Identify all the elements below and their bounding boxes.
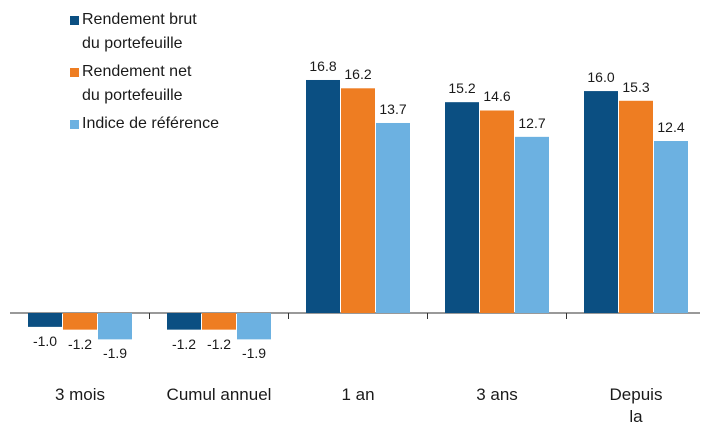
x-tick-label: Depuis la création [606, 385, 666, 431]
value-label: 15.2 [448, 80, 476, 97]
value-label: 12.4 [657, 119, 685, 135]
x-tick-label: 3 ans [476, 385, 518, 404]
legend-swatch [70, 120, 79, 129]
bar [63, 313, 97, 330]
value-label: 16.8 [309, 57, 337, 74]
bar [202, 313, 236, 330]
value-label: -1.2 [171, 335, 197, 352]
bar [619, 100, 653, 313]
bar [28, 313, 62, 327]
bar [98, 313, 132, 340]
bar [376, 122, 410, 313]
value-label: 15.3 [622, 78, 650, 95]
bar [515, 136, 549, 313]
bar [445, 102, 479, 314]
value-label: -1.0 [32, 332, 58, 349]
bar [341, 88, 375, 313]
bar [237, 313, 271, 340]
value-label: -1.2 [206, 335, 232, 352]
x-tick-label: 1 an [341, 385, 375, 404]
value-label: -1.9 [241, 345, 267, 362]
bar [654, 141, 688, 313]
legend-label: Rendement net du portefeuille [82, 63, 192, 104]
x-tick-label: 3 mois [54, 385, 106, 404]
bar [584, 91, 618, 313]
bar [480, 110, 514, 313]
bar [306, 79, 340, 313]
x-tick-label: Cumul annuel [166, 385, 272, 404]
value-label: 16.2 [344, 66, 372, 83]
legend-label: Rendement brut du portefeuille [82, 11, 197, 52]
value-label: 16.0 [587, 69, 615, 86]
value-label: -1.9 [102, 345, 128, 362]
value-label: 14.6 [483, 88, 511, 105]
bar [167, 313, 201, 330]
value-label: 13.7 [379, 100, 407, 117]
legend-label: Indice de référence [82, 115, 219, 132]
legend-swatch [70, 16, 79, 25]
value-label: 12.7 [518, 114, 546, 131]
legend-swatch [70, 68, 79, 77]
value-label: -1.2 [67, 335, 93, 352]
